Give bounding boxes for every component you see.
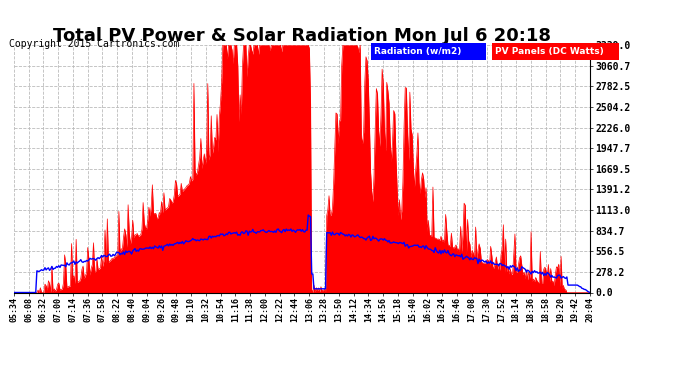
Text: Copyright 2015 Cartronics.com: Copyright 2015 Cartronics.com xyxy=(9,39,179,50)
Text: Radiation (w/m2): Radiation (w/m2) xyxy=(375,47,462,56)
Text: PV Panels (DC Watts): PV Panels (DC Watts) xyxy=(495,47,604,56)
Title: Total PV Power & Solar Radiation Mon Jul 6 20:18: Total PV Power & Solar Radiation Mon Jul… xyxy=(53,27,551,45)
